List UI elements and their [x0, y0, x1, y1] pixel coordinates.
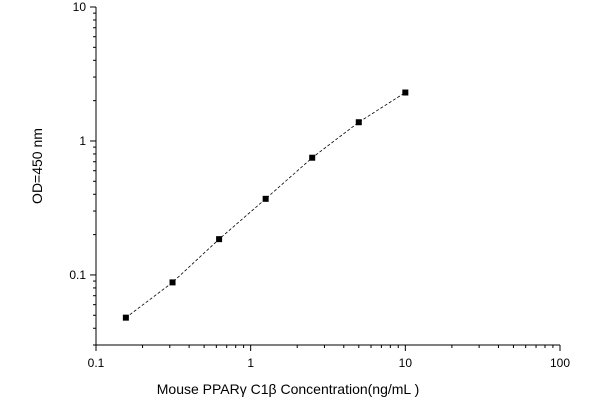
- y-tick-label: 10: [73, 0, 87, 14]
- data-point: [402, 89, 409, 96]
- x-tick-label: 10: [399, 356, 413, 370]
- axis-ticks: 0.1 1 10 100 0.1 1 10: [69, 0, 570, 370]
- x-tick-label: 1: [247, 356, 254, 370]
- data-point: [169, 279, 176, 286]
- data-point: [309, 154, 316, 161]
- y-tick-label: 1: [79, 134, 86, 148]
- axes: [95, 7, 560, 346]
- data-points: [122, 89, 409, 321]
- x-axis-title: Mouse PPARγ C1β Concentration(ng/mL ): [157, 381, 420, 397]
- data-point: [355, 119, 362, 126]
- data-point: [122, 314, 129, 321]
- fit-line: [125, 92, 406, 318]
- x-tick-label: 100: [550, 356, 570, 370]
- data-point: [262, 195, 269, 202]
- data-point: [216, 236, 223, 243]
- y-tick-label: 0.1: [69, 268, 86, 282]
- x-tick-label: 0.1: [88, 356, 105, 370]
- y-axis-title: OD=450 nm: [29, 128, 45, 204]
